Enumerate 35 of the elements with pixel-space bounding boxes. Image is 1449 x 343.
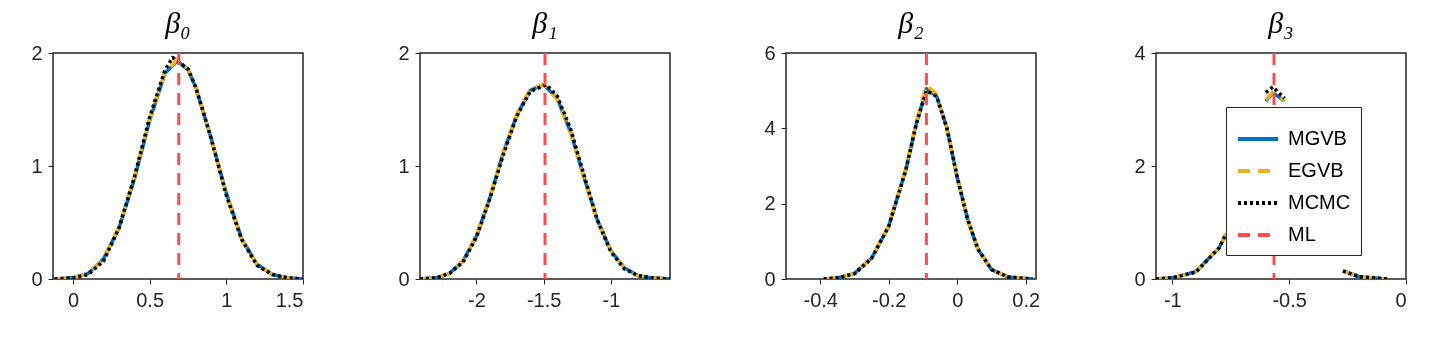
- x-tick-label: 1: [221, 288, 233, 311]
- y-tick-label: 0: [1134, 267, 1146, 290]
- y-tick-label: 4: [1134, 41, 1146, 64]
- y-tick-label: 0: [398, 267, 410, 290]
- legend-label: EGVB: [1288, 159, 1344, 181]
- x-tick-label: -1: [1163, 288, 1182, 311]
- chart-title: β₁: [531, 6, 558, 39]
- x-tick-label: 0: [67, 288, 79, 311]
- x-tick-label: 0: [1395, 288, 1407, 311]
- ref-line-label: ML: [1288, 223, 1316, 245]
- y-tick-label: 0: [31, 267, 43, 290]
- y-tick-label: 2: [31, 41, 43, 64]
- y-tick-label: 4: [764, 116, 776, 139]
- y-tick-label: 2: [398, 41, 410, 64]
- chart-title: β₀: [164, 6, 191, 39]
- x-tick-label: -0.2: [872, 288, 907, 311]
- x-tick-label: -2: [468, 288, 486, 311]
- x-tick-label: -0.4: [803, 288, 838, 311]
- x-tick-label: 0.2: [1012, 288, 1041, 311]
- y-tick-label: 2: [764, 192, 776, 215]
- x-tick-label: 1.5: [275, 288, 304, 311]
- chart-title: β₂: [897, 6, 924, 39]
- y-tick-label: 1: [398, 154, 410, 177]
- chart-title: β₃: [1267, 6, 1294, 39]
- y-tick-label: 6: [764, 41, 776, 64]
- legend-label: MGVB: [1288, 127, 1347, 149]
- legend-label: MCMC: [1288, 191, 1351, 213]
- y-tick-label: 2: [1134, 154, 1146, 177]
- x-tick-label: -0.5: [1272, 288, 1307, 311]
- y-tick-label: 1: [31, 154, 43, 177]
- y-tick-label: 0: [764, 267, 776, 290]
- x-tick-label: 0: [952, 288, 964, 311]
- x-tick-label: -1.5: [526, 288, 562, 311]
- x-tick-label: 0.5: [136, 288, 165, 311]
- x-tick-label: -1: [602, 288, 621, 311]
